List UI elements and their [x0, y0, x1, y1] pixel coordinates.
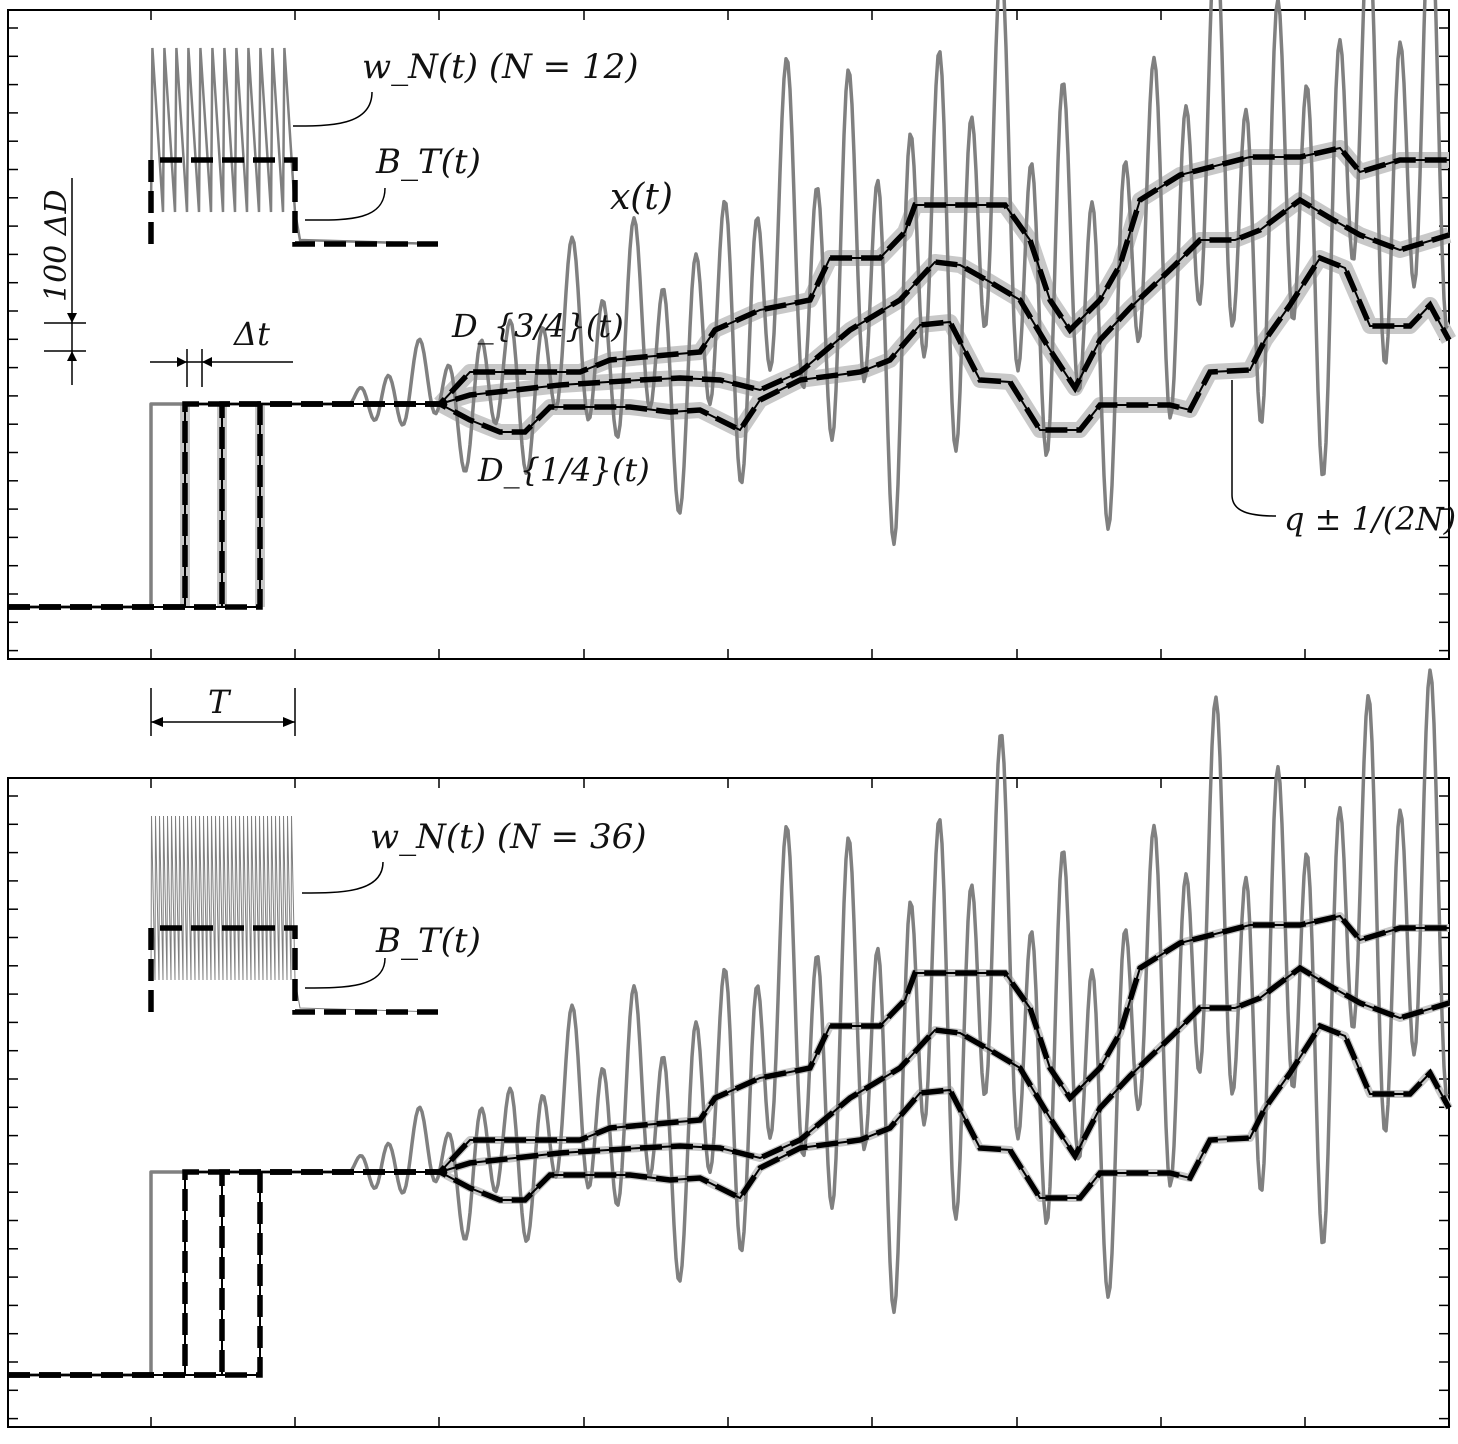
scale-dd-label: 100 ΔD — [39, 189, 74, 302]
b-t-curve — [148, 925, 438, 1015]
bottom-labels: w_N(t) (N = 36) B_T(t) — [370, 817, 647, 961]
period-arrow-right — [283, 717, 295, 727]
label-q: q ± 1/(2N) — [1284, 500, 1456, 538]
bottom-signal — [8, 668, 1449, 1377]
leader-w-bottom — [301, 861, 384, 894]
label-b-bottom: B_T(t) — [375, 921, 481, 961]
scale-dt-arrow-right — [177, 357, 187, 367]
leader-b-bottom — [304, 957, 386, 989]
quantile-d34-top-dash — [8, 144, 1449, 610]
quantile-d14-bottom-dash — [8, 1022, 1452, 1378]
signal-x-top — [8, 0, 1449, 609]
top-ticks — [8, 10, 1449, 659]
b-t-curve — [148, 157, 438, 247]
label-b-top: B_T(t) — [375, 142, 481, 182]
bottom-panel: w_N(t) (N = 36) B_T(t) — [7, 668, 1453, 1428]
label-d14: D_{1/4}(t) — [477, 451, 650, 489]
scale-dt-arrow-left — [202, 357, 212, 367]
quantile-d12-bottom-dash — [8, 964, 1450, 1378]
quantile-d14-top-dash — [8, 254, 1452, 610]
bottom-inset — [148, 815, 439, 1015]
quantile-d12-top-dash — [8, 196, 1450, 610]
signal-x-bottom — [8, 668, 1449, 1377]
top-inset — [148, 47, 439, 247]
scale-dd-arrow-up — [67, 351, 77, 361]
top-signal — [8, 0, 1449, 609]
leader-q — [1231, 380, 1277, 517]
label-x: x(t) — [610, 177, 673, 218]
top-labels: w_N(t) (N = 12) B_T(t) x(t) D_{3/4}(t) D… — [39, 47, 1456, 721]
label-w-bottom: w_N(t) (N = 36) — [370, 817, 647, 857]
period-label: T — [208, 683, 232, 721]
label-d34: D_{3/4}(t) — [451, 307, 624, 345]
bottom-quantiles — [8, 912, 1452, 1378]
quantile-d34-bottom-dash — [8, 912, 1449, 1378]
label-w-top: w_N(t) (N = 12) — [362, 47, 639, 87]
leader-w-top — [292, 91, 373, 127]
period-arrow-left — [151, 717, 163, 727]
scale-dd-arrow-down — [67, 313, 77, 323]
annotations — [44, 91, 1277, 989]
scale-dt-label: Δt — [232, 315, 270, 353]
top-panel: w_N(t) (N = 12) B_T(t) x(t) D_{3/4}(t) D… — [7, 0, 1456, 721]
leader-b-top — [304, 187, 386, 221]
top-quantiles — [8, 144, 1452, 610]
